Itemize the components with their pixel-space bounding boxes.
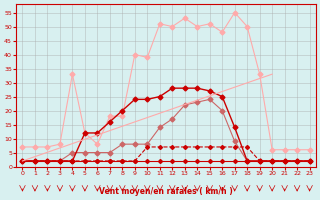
X-axis label: Vent moyen/en rafales ( km/h ): Vent moyen/en rafales ( km/h ) (99, 187, 233, 196)
